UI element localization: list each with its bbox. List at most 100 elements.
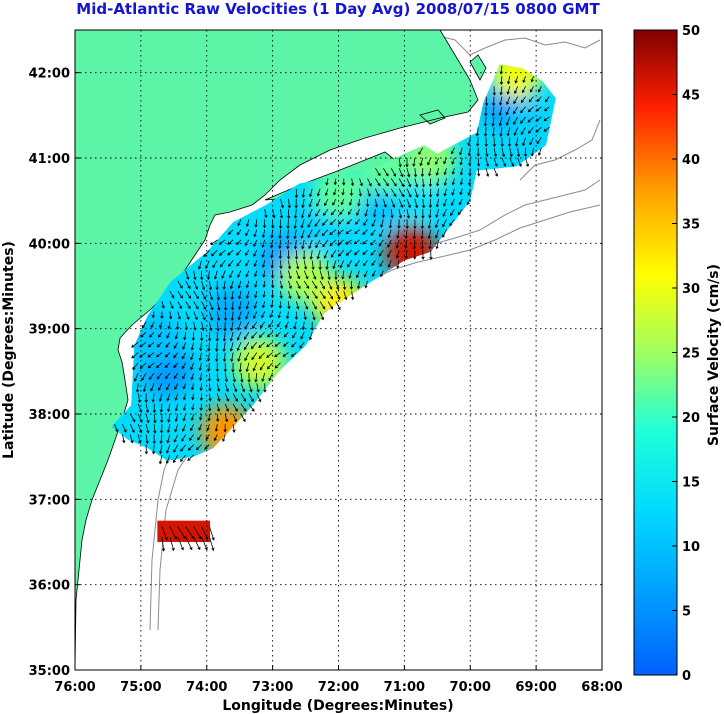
velocity-arrow <box>468 178 472 187</box>
velocity-arrow <box>201 321 205 332</box>
velocity-arrow <box>244 331 250 340</box>
velocity-arrow <box>450 208 455 217</box>
velocity-arrow <box>159 321 163 329</box>
velocity-arrow <box>459 157 463 166</box>
velocity-arrow <box>319 290 326 300</box>
velocity-arrow <box>208 393 212 402</box>
velocity-arrow <box>443 168 447 176</box>
velocity-arrow <box>506 96 511 106</box>
velocity-arrow <box>420 239 425 250</box>
colorbar-tick-label: 15 <box>682 476 700 491</box>
velocity-arrow <box>283 331 289 338</box>
velocity-arrow <box>329 239 337 247</box>
velocity-arrow <box>513 96 519 105</box>
velocity-arrow <box>422 188 426 198</box>
velocity-arrow <box>223 424 227 433</box>
velocity-arrow <box>340 198 345 206</box>
velocity-arrow <box>293 321 297 330</box>
velocity-arrow <box>223 362 227 373</box>
velocity-arrow <box>236 249 242 256</box>
velocity-arrow <box>182 403 187 412</box>
velocity-arrow <box>413 219 417 230</box>
velocity-arrow <box>329 219 337 226</box>
velocity-arrow <box>214 424 219 432</box>
velocity-arrow <box>254 280 258 288</box>
velocity-arrow <box>156 362 163 368</box>
velocity-arrow <box>451 188 455 196</box>
velocity-arrow <box>222 352 227 363</box>
velocity-arrow <box>179 454 187 463</box>
velocity-arrow <box>199 403 203 411</box>
velocity-arrow <box>185 526 194 539</box>
velocity-arrow <box>536 96 542 102</box>
velocity-arrow <box>158 331 163 338</box>
velocity-arrow <box>270 270 275 279</box>
velocity-arrow <box>269 311 273 319</box>
velocity-arrow <box>229 270 234 279</box>
velocity-arrow <box>277 311 281 319</box>
velocity-arrow <box>231 362 235 373</box>
velocity-arrow <box>190 424 194 432</box>
velocity-arrow <box>216 291 221 301</box>
velocity-arrow <box>295 301 300 310</box>
velocity-arrow <box>236 331 242 341</box>
velocity-arrow <box>421 209 425 219</box>
velocity-arrow <box>182 393 187 401</box>
velocity-arrow <box>150 383 155 392</box>
velocity-arrow <box>258 331 265 338</box>
velocity-arrow <box>278 301 283 309</box>
velocity-arrow <box>303 280 310 289</box>
velocity-arrow <box>193 311 198 321</box>
velocity-arrow <box>436 178 440 187</box>
velocity-arrow <box>135 383 140 393</box>
velocity-arrow <box>261 301 266 309</box>
velocity-arrow <box>173 352 179 359</box>
colorbar-ticks: 0 5 10 15 20 25 30 35 40 45 50 <box>672 24 700 684</box>
velocity-arrow <box>215 342 219 352</box>
velocity-arrow <box>224 372 228 383</box>
velocity-arrow <box>398 198 404 208</box>
velocity-arrow <box>509 157 515 167</box>
velocity-arrow <box>332 260 337 270</box>
velocity-arrow <box>387 239 392 248</box>
velocity-arrow <box>230 311 235 321</box>
velocity-arrow <box>201 301 207 310</box>
velocity-arrow <box>332 198 337 206</box>
velocity-arrow <box>185 270 190 280</box>
velocity-arrow <box>412 229 417 240</box>
velocity-arrow <box>398 188 404 198</box>
velocity-arrow <box>327 290 334 300</box>
velocity-arrow <box>230 352 234 363</box>
velocity-arrow <box>398 178 405 187</box>
velocity-arrow <box>347 260 353 268</box>
colorbar-tick-label: 45 <box>682 89 700 104</box>
velocity-arrow <box>254 219 258 228</box>
velocity-arrow <box>244 352 250 362</box>
velocity-arrow <box>216 383 221 392</box>
velocity-arrow <box>167 321 171 330</box>
colorbar-tick-label: 5 <box>682 605 691 620</box>
velocity-arrow <box>253 301 258 309</box>
velocity-arrow <box>240 383 246 393</box>
velocity-arrow <box>342 178 346 186</box>
velocity-arrow <box>232 372 236 383</box>
velocity-arrow <box>363 270 368 278</box>
velocity-arrow <box>492 86 496 96</box>
x-tick-label: 75:00 <box>120 680 161 695</box>
velocity-arrow <box>174 331 179 340</box>
velocity-arrow <box>287 260 292 270</box>
velocity-arrow <box>491 116 495 127</box>
velocity-arrow <box>207 373 212 382</box>
velocity-arrow <box>428 168 432 177</box>
colorbar-tick-label: 0 <box>682 669 691 684</box>
velocity-arrow <box>528 96 534 103</box>
x-tick-label: 73:00 <box>252 680 293 695</box>
velocity-arrow <box>182 413 187 422</box>
velocity-arrow <box>278 219 283 229</box>
velocity-arrow <box>459 168 464 176</box>
velocity-arrow <box>499 86 503 96</box>
velocity-arrow <box>335 301 341 310</box>
velocity-arrow <box>286 239 290 250</box>
gulf-of-maine-contour <box>419 34 601 56</box>
velocity-arrow <box>207 342 211 352</box>
